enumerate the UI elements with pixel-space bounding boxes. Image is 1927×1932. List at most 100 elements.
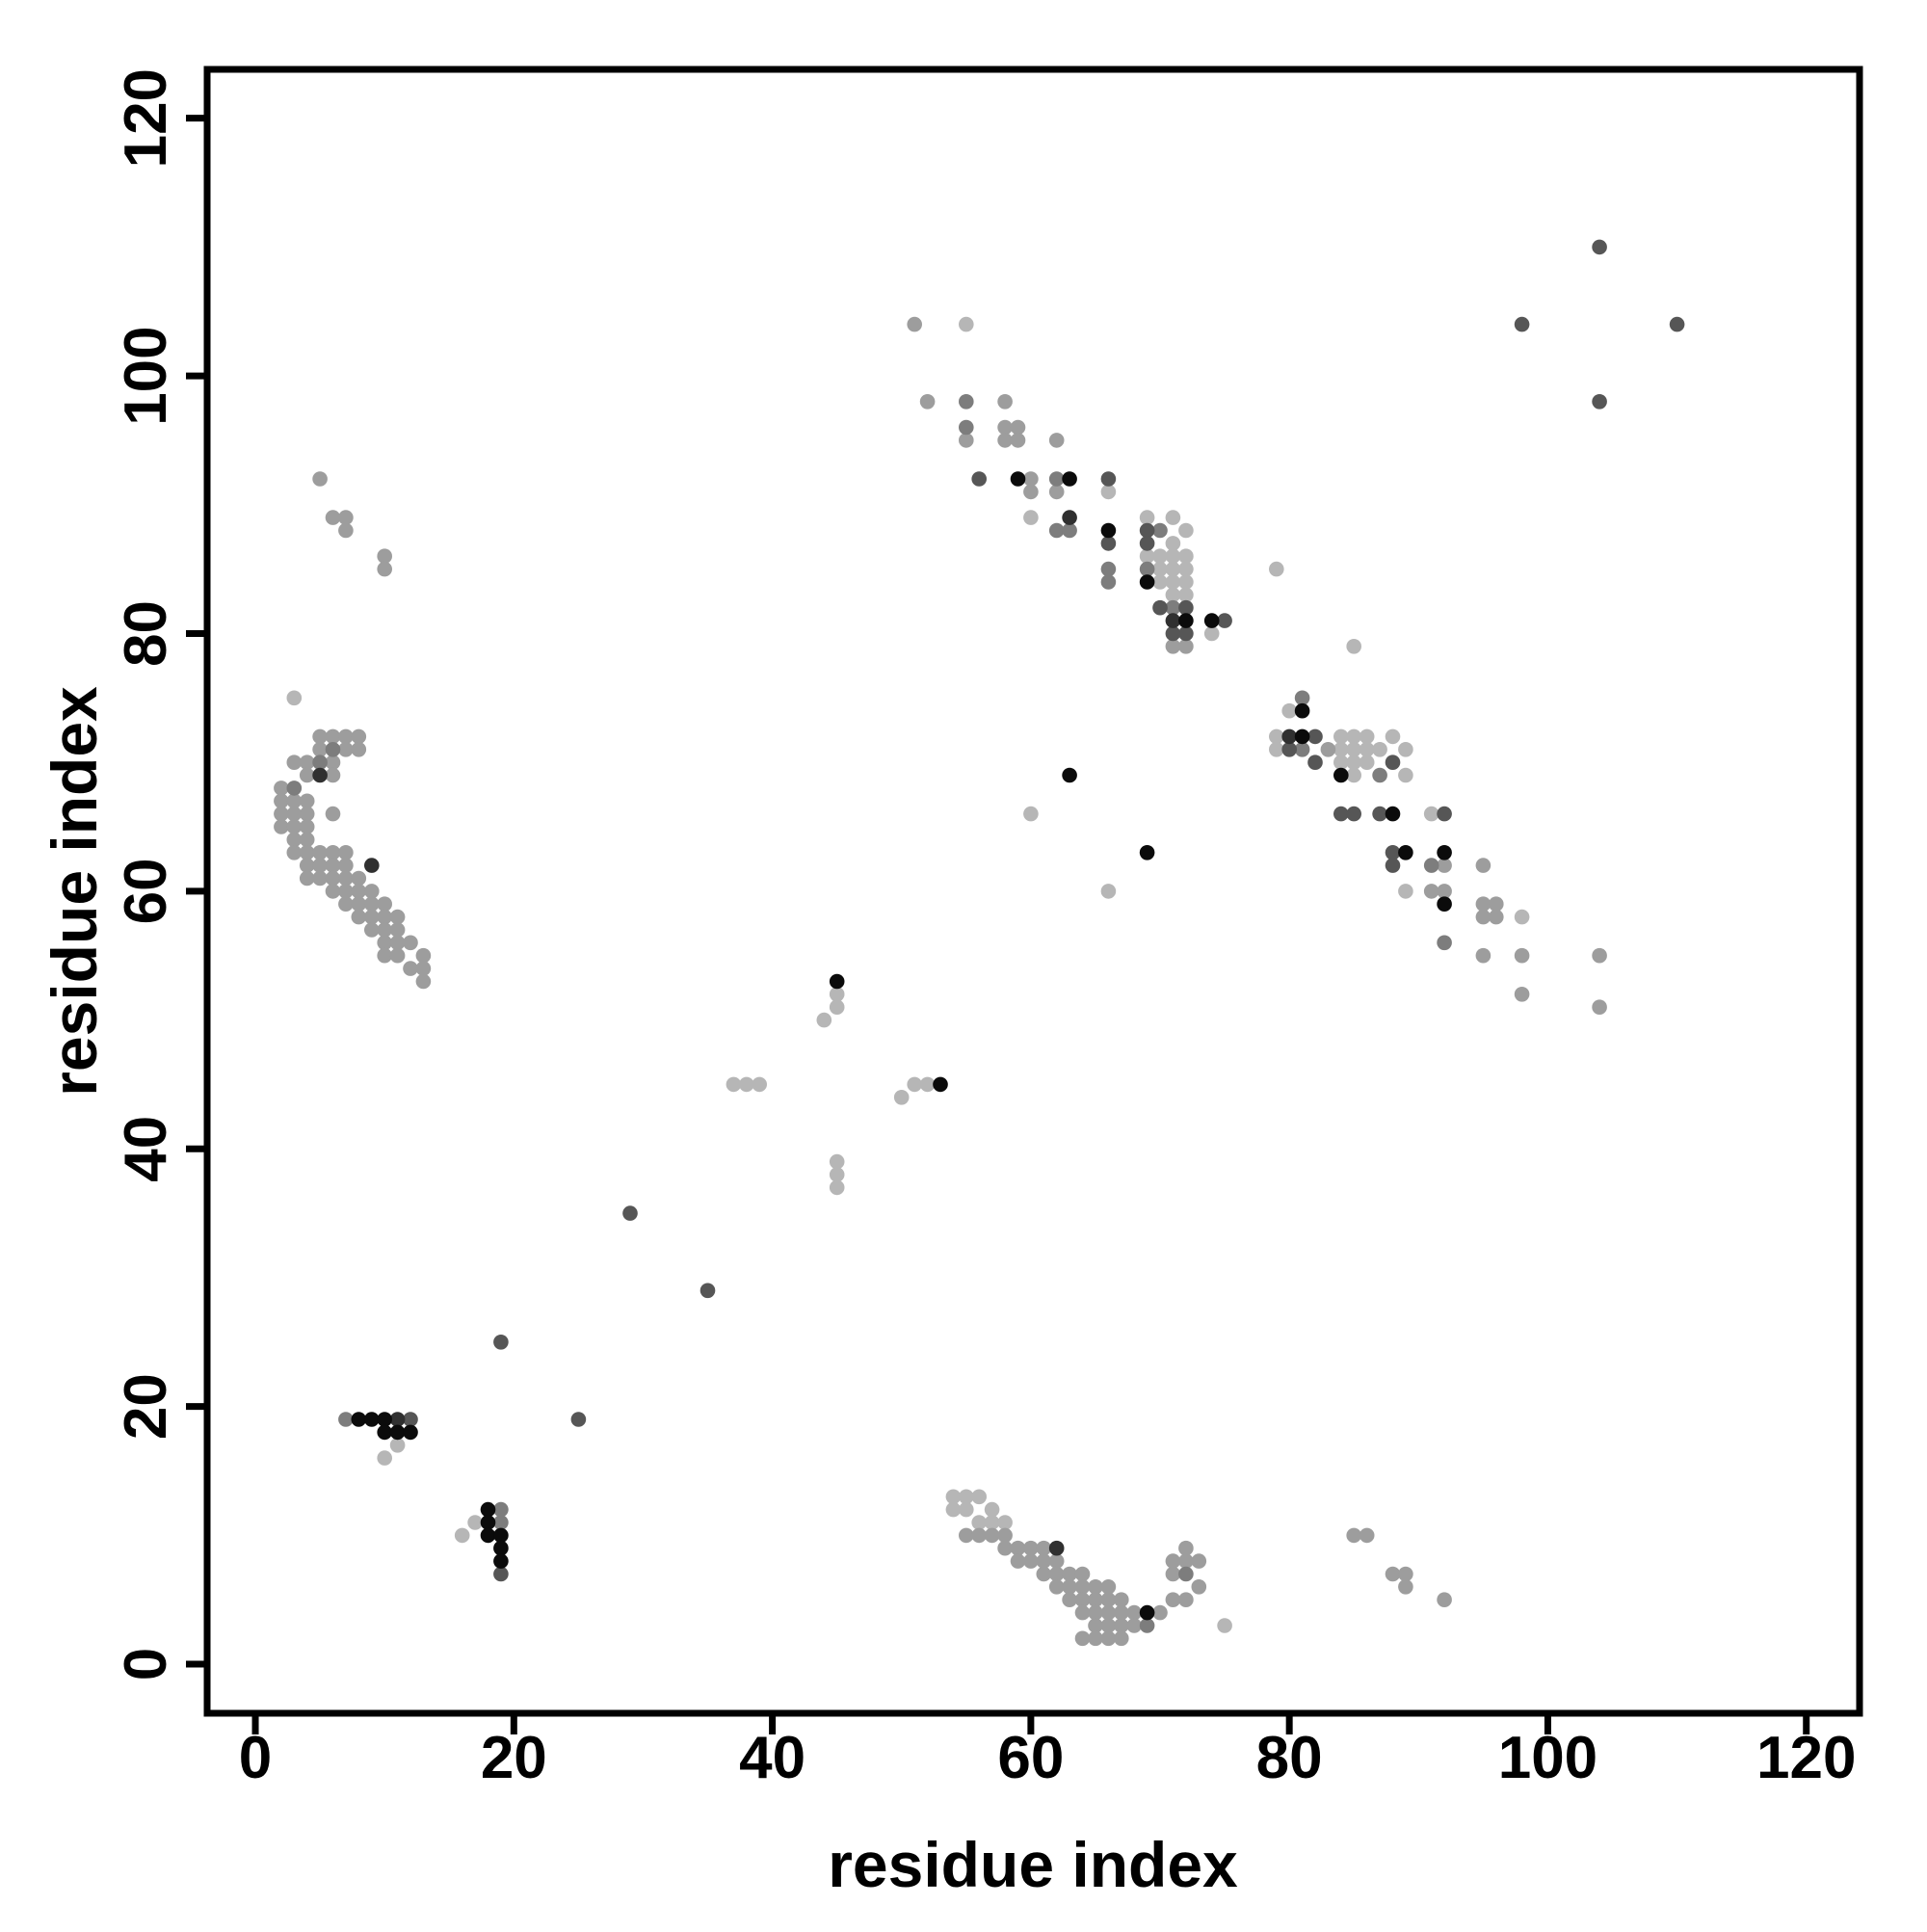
data-point: [351, 884, 367, 899]
data-point: [454, 1527, 470, 1544]
data-point: [1010, 1540, 1026, 1556]
data-point: [1178, 1566, 1194, 1582]
data-point: [1165, 548, 1181, 564]
data-point: [1139, 574, 1155, 590]
data-point: [1475, 947, 1491, 964]
data-point: [299, 806, 315, 822]
data-point: [1178, 587, 1194, 603]
data-point: [299, 870, 315, 887]
data-point: [338, 510, 354, 525]
data-point: [1074, 1630, 1091, 1647]
data-point: [1139, 548, 1155, 564]
data-point: [286, 832, 303, 848]
data-point: [493, 1515, 509, 1530]
data-point: [959, 433, 974, 448]
data-point: [997, 419, 1013, 436]
data-point: [1152, 574, 1168, 590]
data-point: [364, 1412, 380, 1427]
data-point: [959, 394, 974, 410]
data-point: [1437, 1592, 1452, 1607]
data-point: [1333, 806, 1349, 822]
y-tick-label: 0: [113, 1648, 179, 1681]
data-point: [1203, 625, 1220, 642]
data-point: [1398, 1579, 1413, 1595]
data-point: [1126, 1604, 1142, 1621]
data-point: [1048, 1566, 1065, 1582]
data-point: [1023, 1540, 1039, 1556]
data-point: [377, 935, 393, 951]
data-point: [377, 947, 393, 964]
data-point: [338, 845, 354, 860]
data-point: [1165, 587, 1181, 603]
data-point: [389, 1424, 406, 1441]
data-point: [997, 1540, 1013, 1556]
data-point: [1165, 639, 1181, 654]
data-point: [1372, 806, 1387, 822]
data-point: [1359, 728, 1375, 745]
data-point: [338, 870, 354, 887]
data-point: [377, 922, 393, 938]
data-point: [1178, 599, 1194, 616]
data-point: [493, 1335, 509, 1350]
data-point: [933, 1076, 948, 1093]
data-point: [1346, 728, 1361, 745]
data-point: [829, 1179, 845, 1196]
data-point: [1178, 625, 1194, 642]
data-point: [829, 1153, 845, 1170]
data-point: [1062, 522, 1077, 539]
y-tick-label: 20: [113, 1373, 179, 1440]
data-point: [1423, 806, 1439, 822]
data-point: [377, 1424, 393, 1441]
data-point: [1114, 1618, 1129, 1633]
data-point: [338, 1412, 354, 1427]
data-point: [1074, 1566, 1091, 1582]
data-point: [299, 845, 315, 860]
data-point: [1178, 1553, 1194, 1569]
data-point: [984, 1527, 1000, 1544]
data-point: [377, 548, 393, 564]
data-point: [1088, 1604, 1103, 1621]
data-point: [1165, 1592, 1181, 1607]
data-point: [1100, 536, 1117, 551]
data-point: [312, 471, 328, 487]
data-point: [1023, 471, 1039, 487]
data-point: [816, 1012, 832, 1028]
data-point: [1307, 754, 1323, 770]
data-point: [312, 870, 328, 887]
data-point: [415, 973, 432, 990]
data-point: [959, 316, 974, 332]
data-point: [700, 1283, 716, 1299]
data-point: [1074, 1604, 1091, 1621]
data-point: [377, 1450, 393, 1466]
data-point: [1385, 845, 1401, 860]
data-point: [959, 1527, 974, 1544]
data-point: [984, 1501, 1000, 1518]
x-tick-label: 0: [239, 1725, 272, 1791]
data-point: [325, 858, 341, 873]
data-point: [1152, 561, 1168, 577]
data-point: [415, 947, 432, 964]
data-point: [1126, 1618, 1142, 1633]
data-point: [493, 1566, 509, 1582]
data-point: [1165, 613, 1181, 628]
data-point: [1333, 728, 1349, 745]
data-point: [325, 754, 341, 770]
data-point: [1139, 845, 1155, 860]
data-point: [1489, 909, 1504, 925]
data-point: [415, 961, 432, 976]
data-point: [907, 1076, 922, 1093]
data-point: [312, 767, 328, 783]
data-point: [364, 896, 380, 912]
data-point: [338, 522, 354, 539]
data-point: [351, 1412, 367, 1427]
data-point: [1514, 947, 1530, 964]
plot-border: [203, 66, 1863, 1717]
data-point: [286, 690, 303, 706]
data-point: [971, 1515, 987, 1530]
data-point: [1152, 522, 1168, 539]
data-point: [299, 754, 315, 770]
data-point: [1592, 394, 1607, 410]
x-tick-label: 40: [739, 1725, 805, 1791]
data-point: [493, 1527, 509, 1544]
